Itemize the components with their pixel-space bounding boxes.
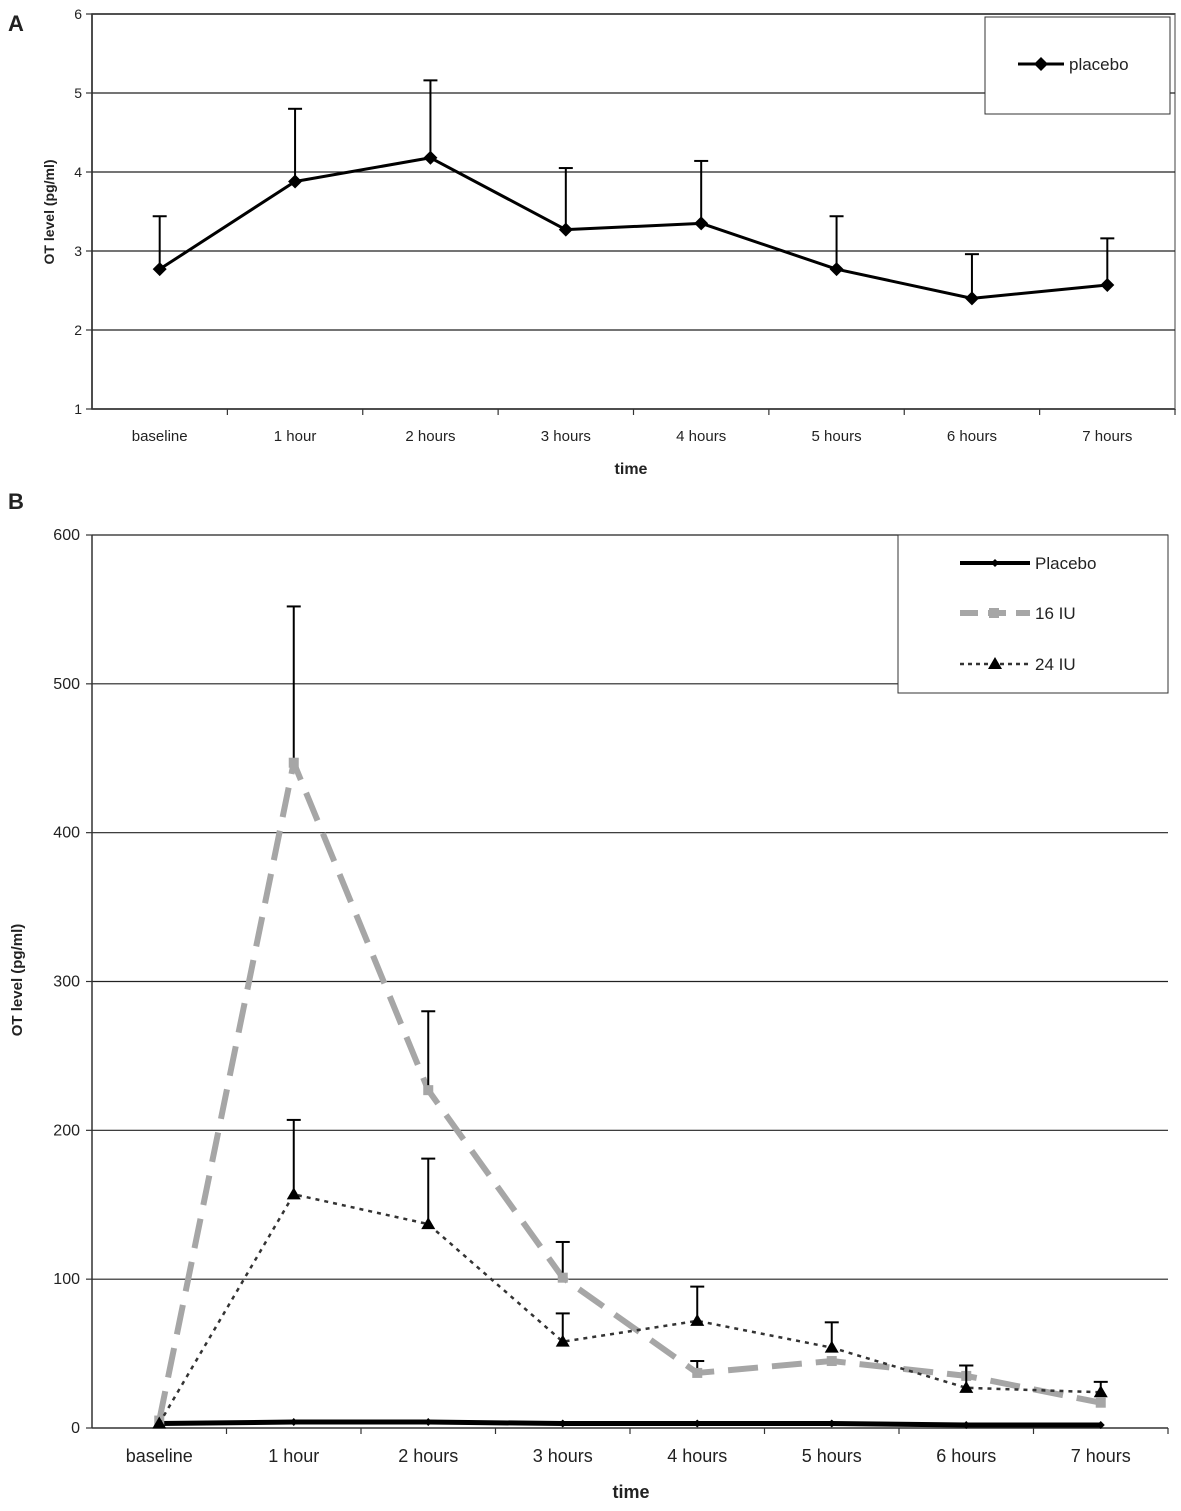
y-tick-label-4: 4 [74, 164, 82, 180]
panel-b-data [152, 605, 1108, 1430]
y-tick-label-2: 2 [74, 322, 82, 338]
panel-b-legend: Placebo 16 IU 24 IU [897, 534, 1169, 694]
legend-placebo-label: Placebo [1035, 554, 1096, 573]
y-tick-label-500: 500 [53, 676, 80, 693]
legend-placebo-diamond-marker [991, 559, 999, 567]
x-tick-label-2-hours: 2 hours [398, 1446, 458, 1466]
point-placebo-5-hours [827, 1419, 836, 1428]
series-placebo-line [159, 1419, 1101, 1428]
panel-a-legend: placebo [984, 16, 1171, 115]
point-placebo-5-hours [829, 262, 844, 277]
panel-a-data [152, 79, 1115, 306]
point-24-iu-baseline [152, 1416, 167, 1429]
point-placebo-1-hour [288, 174, 303, 189]
point-placebo-3-hours [558, 1419, 567, 1428]
y-tick-label-0: 0 [71, 1420, 80, 1437]
panel-b-y-ticks: 0 100 200 300 400 500 600 [53, 527, 92, 1437]
legend-24iu-triangle-marker [988, 657, 1002, 669]
legend-24iu-label: 24 IU [1035, 655, 1076, 674]
x-tick-label-6-hours: 6 hours [947, 428, 997, 445]
x-tick-label-1-hour: 1 hour [268, 1446, 319, 1466]
panel-a-x-axis-title: time [615, 461, 648, 478]
panel-b-x-axis-title: time [612, 1482, 649, 1502]
legend-placebo-diamond-marker [1034, 57, 1048, 71]
point-placebo-2-hours [424, 1418, 433, 1427]
panel-a-y-ticks: 1 2 3 4 5 6 [74, 6, 92, 417]
x-tick-label-3-hours: 3 hours [541, 428, 591, 445]
series-24-iu-line [158, 1193, 1101, 1425]
point-placebo-4-hours [694, 216, 709, 231]
point-placebo-6-hours [962, 1421, 971, 1430]
point-16-iu-3-hours [557, 1272, 568, 1283]
panel-a-x-ticks: baseline 1 hour 2 hours 3 hours 4 hours 5 hou… [132, 409, 1176, 445]
y-tick-label-300: 300 [53, 974, 80, 991]
x-tick-label-5-hours: 5 hours [812, 428, 862, 445]
series-16-iu-line [156, 759, 1102, 1422]
y-tick-label-6: 6 [74, 6, 82, 22]
y-tick-label-200: 200 [53, 1122, 80, 1139]
x-tick-label-4-hours: 4 hours [667, 1446, 727, 1466]
point-placebo-4-hours [693, 1419, 702, 1428]
point-24-iu-3-hours [555, 1334, 570, 1347]
y-tick-label-400: 400 [53, 825, 80, 842]
point-16-iu-4-hours [692, 1367, 703, 1378]
x-tick-label-3-hours: 3 hours [533, 1446, 593, 1466]
x-tick-label-4-hours: 4 hours [676, 428, 726, 445]
panel-b-letter: B [8, 489, 24, 514]
y-tick-label-3: 3 [74, 243, 82, 259]
panel-a: A 1 2 3 4 5 6 baseline 1 hour 2 hours 3 hours 4 h… [8, 6, 1176, 478]
point-16-iu-7-hours [1095, 1397, 1106, 1408]
point-placebo-7-hours [1096, 1421, 1105, 1430]
point-16-iu-2-hours [423, 1085, 434, 1096]
point-24-iu-1-hour [286, 1187, 301, 1200]
panel-a-legend-box [984, 16, 1171, 115]
legend-placebo-label: placebo [1069, 55, 1129, 74]
point-24-iu-7-hours [1093, 1385, 1108, 1398]
point-24-iu-2-hours [421, 1217, 436, 1230]
point-24-iu-4-hours [690, 1313, 705, 1326]
point-placebo-baseline [152, 262, 167, 277]
series-placebo-line [158, 156, 1108, 300]
panel-a-y-axis-title: OT level (pg/ml) [41, 159, 57, 264]
panel-b-x-ticks: baseline 1 hour 2 hours 3 hours 4 hours 5 hou… [126, 1428, 1169, 1466]
y-tick-label-600: 600 [53, 527, 80, 544]
x-tick-label-2-hours: 2 hours [405, 428, 455, 445]
x-tick-label-1-hour: 1 hour [274, 428, 317, 445]
panel-b: B 0 100 200 300 400 500 600 baseline 1 hour 2 ho… [8, 489, 1169, 1502]
point-placebo-6-hours [964, 291, 979, 306]
point-24-iu-5-hours [824, 1340, 839, 1353]
point-placebo-1-hour [289, 1418, 298, 1427]
legend-16iu-label: 16 IU [1035, 604, 1076, 623]
panel-b-y-axis-title: OT level (pg/ml) [9, 924, 26, 1037]
panel-a-letter: A [8, 11, 24, 36]
point-16-iu-1-hour [288, 757, 299, 768]
point-placebo-7-hours [1100, 277, 1115, 292]
y-tick-label-5: 5 [74, 85, 82, 101]
point-placebo-2-hours [423, 150, 438, 165]
x-tick-label-baseline: baseline [126, 1446, 193, 1466]
point-placebo-3-hours [558, 222, 573, 237]
x-tick-label-5-hours: 5 hours [802, 1446, 862, 1466]
legend-16iu-square-marker [989, 608, 999, 618]
x-tick-label-7-hours: 7 hours [1071, 1446, 1131, 1466]
x-tick-label-7-hours: 7 hours [1082, 428, 1132, 445]
point-16-iu-5-hours [826, 1356, 837, 1367]
point-24-iu-6-hours [959, 1380, 974, 1393]
x-tick-label-6-hours: 6 hours [936, 1446, 996, 1466]
y-tick-label-100: 100 [53, 1271, 80, 1288]
panel-b-legend-box [897, 534, 1169, 694]
x-tick-label-baseline: baseline [132, 428, 188, 445]
y-tick-label-1: 1 [74, 401, 82, 417]
